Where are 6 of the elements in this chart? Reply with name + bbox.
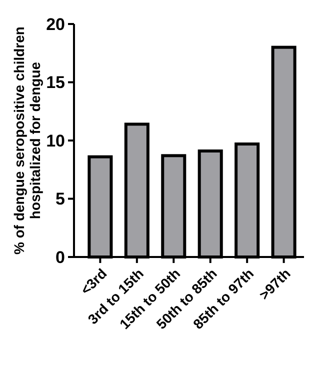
y-tick-label: 0 (56, 248, 65, 267)
y-tick-label: 15 (46, 73, 65, 92)
y-tick-label: 5 (56, 190, 65, 209)
y-tick-label: 10 (46, 131, 65, 150)
y-tick-label: 20 (46, 14, 65, 34)
y-axis-title: % of dengue seropositive children hospitalized for dengue (11, 26, 44, 254)
